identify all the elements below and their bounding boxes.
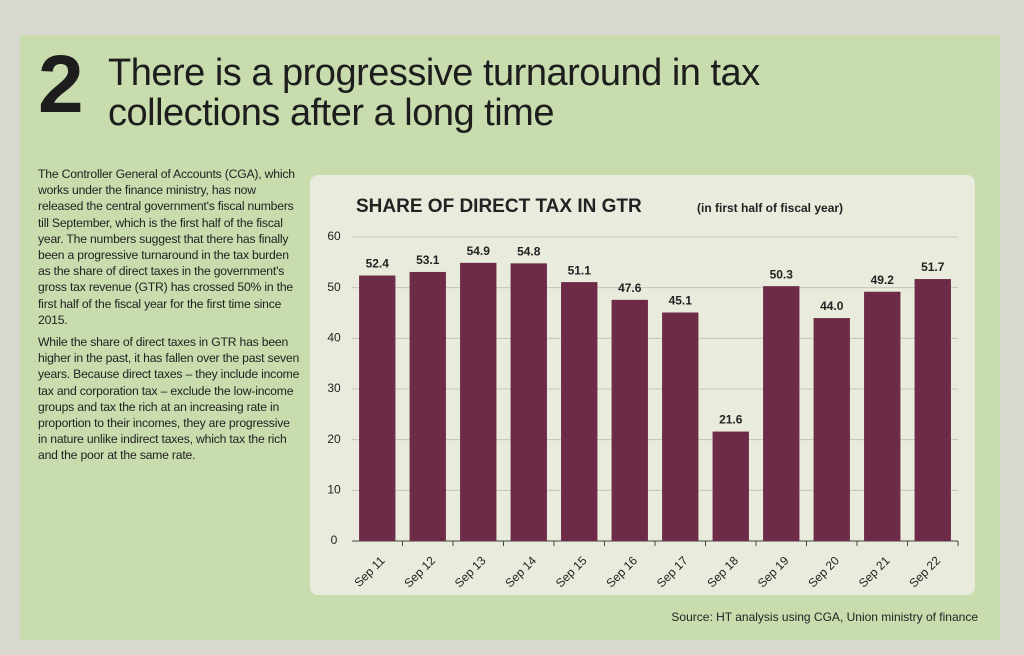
headline-number: 2	[38, 39, 84, 130]
article: The Controller General of Accounts (CGA)…	[38, 166, 300, 470]
headline: There is a progressive turnaround in tax…	[108, 52, 760, 134]
value-label: 51.7	[921, 260, 945, 274]
bar	[359, 275, 396, 541]
bar	[460, 262, 497, 541]
bar	[864, 291, 901, 541]
y-tick-label: 20	[327, 432, 341, 446]
bar	[409, 271, 446, 541]
y-tick-label: 10	[327, 483, 341, 497]
bar	[763, 286, 800, 541]
bar	[914, 279, 951, 541]
value-label: 49.2	[871, 273, 895, 287]
bar	[662, 312, 699, 541]
bar	[712, 431, 749, 541]
bar	[561, 282, 598, 541]
value-label: 47.6	[618, 281, 642, 295]
value-label: 51.1	[568, 263, 592, 277]
source: Source: HT analysis using CGA, Union min…	[671, 610, 978, 624]
value-label: 45.1	[669, 294, 693, 308]
chart-title: SHARE OF DIRECT TAX IN GTR	[356, 196, 642, 217]
bar	[611, 299, 648, 541]
value-label: 53.1	[416, 253, 440, 267]
y-tick-label: 60	[327, 229, 341, 243]
value-label: 44.0	[820, 299, 844, 313]
paragraph: While the share of direct taxes in GTR h…	[38, 335, 300, 463]
value-label: 50.3	[770, 267, 794, 281]
bar	[510, 263, 547, 541]
value-label: 54.8	[517, 245, 541, 259]
y-tick-label: 40	[327, 331, 341, 345]
paragraph: The Controller General of Accounts (CGA)…	[38, 167, 295, 327]
value-label: 54.9	[467, 244, 491, 258]
y-tick-label: 30	[327, 381, 341, 395]
chart-subtitle: (in first half of fiscal year)	[697, 201, 843, 215]
value-label: 21.6	[719, 413, 743, 427]
y-tick-label: 50	[327, 280, 341, 294]
bar	[813, 318, 850, 541]
y-tick-label: 0	[331, 533, 338, 547]
value-label: 52.4	[366, 257, 390, 271]
